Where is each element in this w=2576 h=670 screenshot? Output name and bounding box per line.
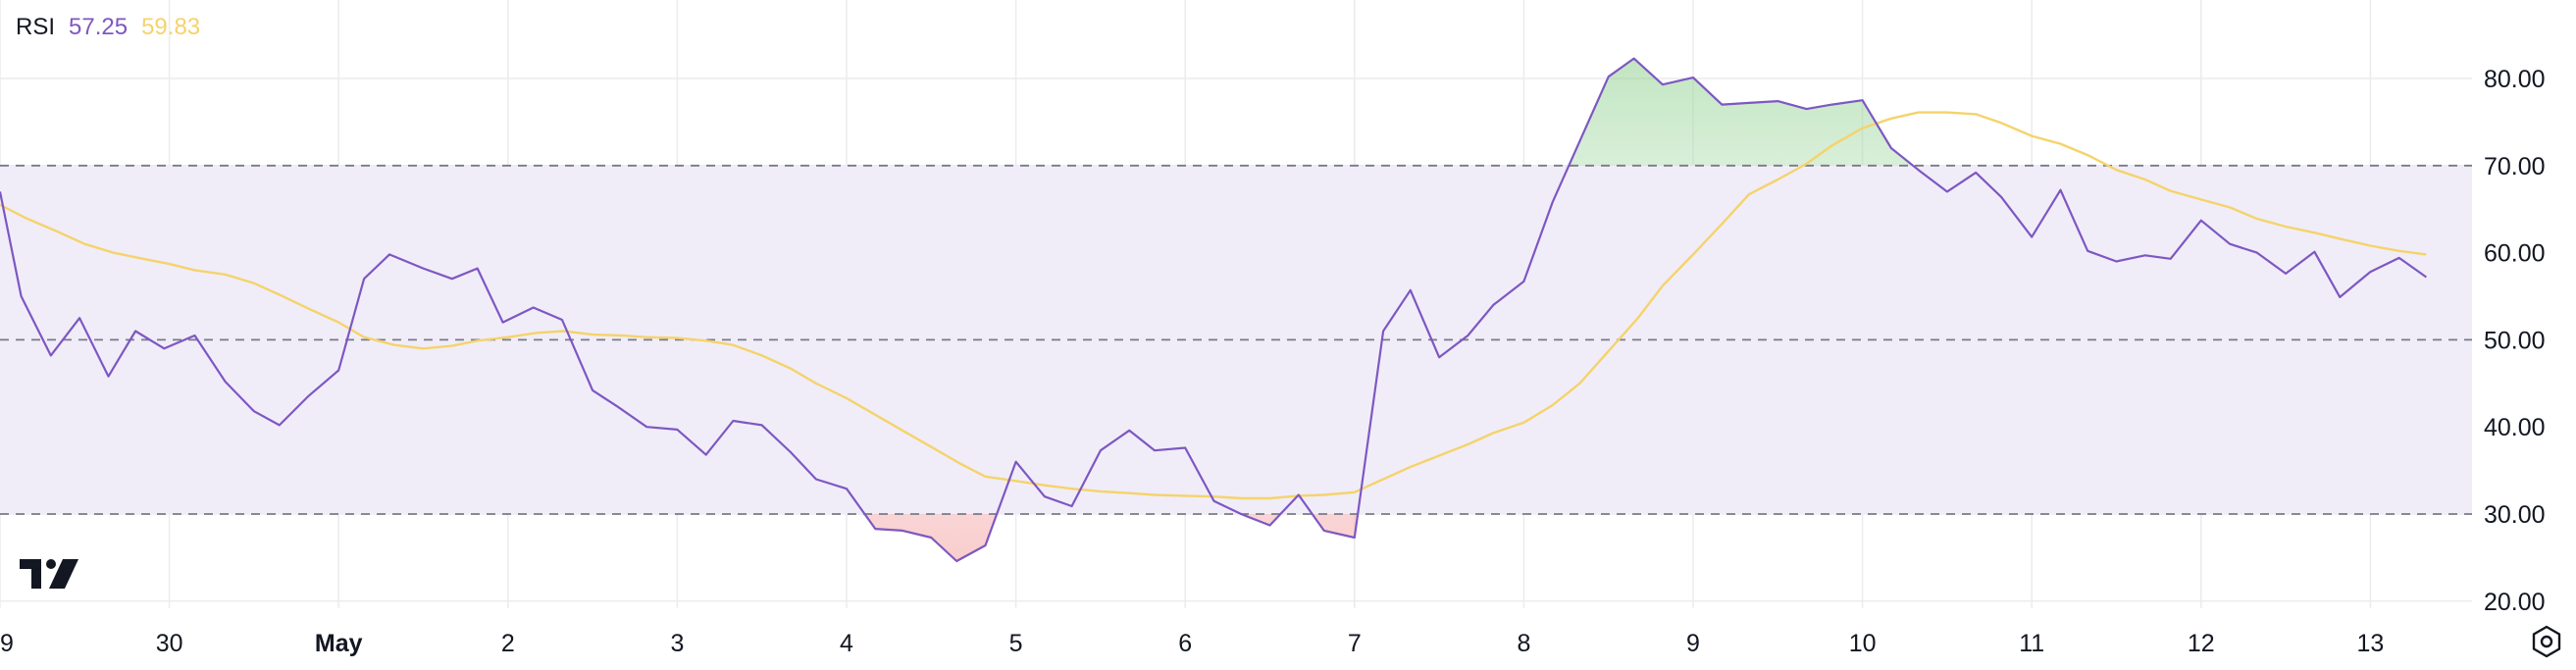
indicator-legend[interactable]: RSI 57.25 59.83 [16,14,200,41]
zone-fills [0,58,2427,561]
x-tick-label: 5 [1009,630,1023,657]
y-tick-label: 40.00 [2484,414,2546,441]
x-axis: 29 30 May 2 3 4 5 6 7 8 9 10 11 12 13 [0,630,2384,657]
indicator-name: RSI [16,14,56,40]
rsi-line [0,57,2428,563]
y-tick-label: 30.00 [2484,501,2546,529]
x-tick-label: May [315,630,363,657]
x-tick-label: 3 [670,630,684,657]
x-tick-label: 12 [2188,630,2215,657]
y-tick-label: 70.00 [2484,153,2546,180]
y-tick-label: 60.00 [2484,240,2546,268]
x-tick-label: 29 [0,630,14,657]
y-tick-label: 20.00 [2484,589,2546,616]
x-tick-label: 4 [840,630,853,657]
x-tick-label: 8 [1517,630,1530,657]
x-tick-label: 9 [1686,630,1700,657]
y-axis: 80.00 70.00 60.00 50.00 40.00 30.00 20.00 [2484,66,2546,616]
x-tick-label: 11 [2019,630,2044,657]
tradingview-logo-icon[interactable] [20,557,82,593]
overbought-fill [0,58,2427,166]
series-lines [0,57,2428,563]
x-tick-label: 13 [2356,630,2384,657]
band-lines [0,164,2472,515]
y-tick-label: 50.00 [2484,327,2546,354]
x-tick-label: 10 [1849,630,1877,657]
x-tick-label: 2 [501,630,515,657]
rsi-value: 57.25 [69,14,129,40]
y-tick-label: 80.00 [2484,66,2546,93]
settings-icon[interactable] [2530,625,2563,658]
rsi-ma-value: 59.83 [141,14,201,40]
rsi-ma-line [0,111,2427,500]
x-tick-label: 7 [1348,630,1362,657]
x-tick-label: 6 [1178,630,1192,657]
x-tick-label: 30 [156,630,183,657]
